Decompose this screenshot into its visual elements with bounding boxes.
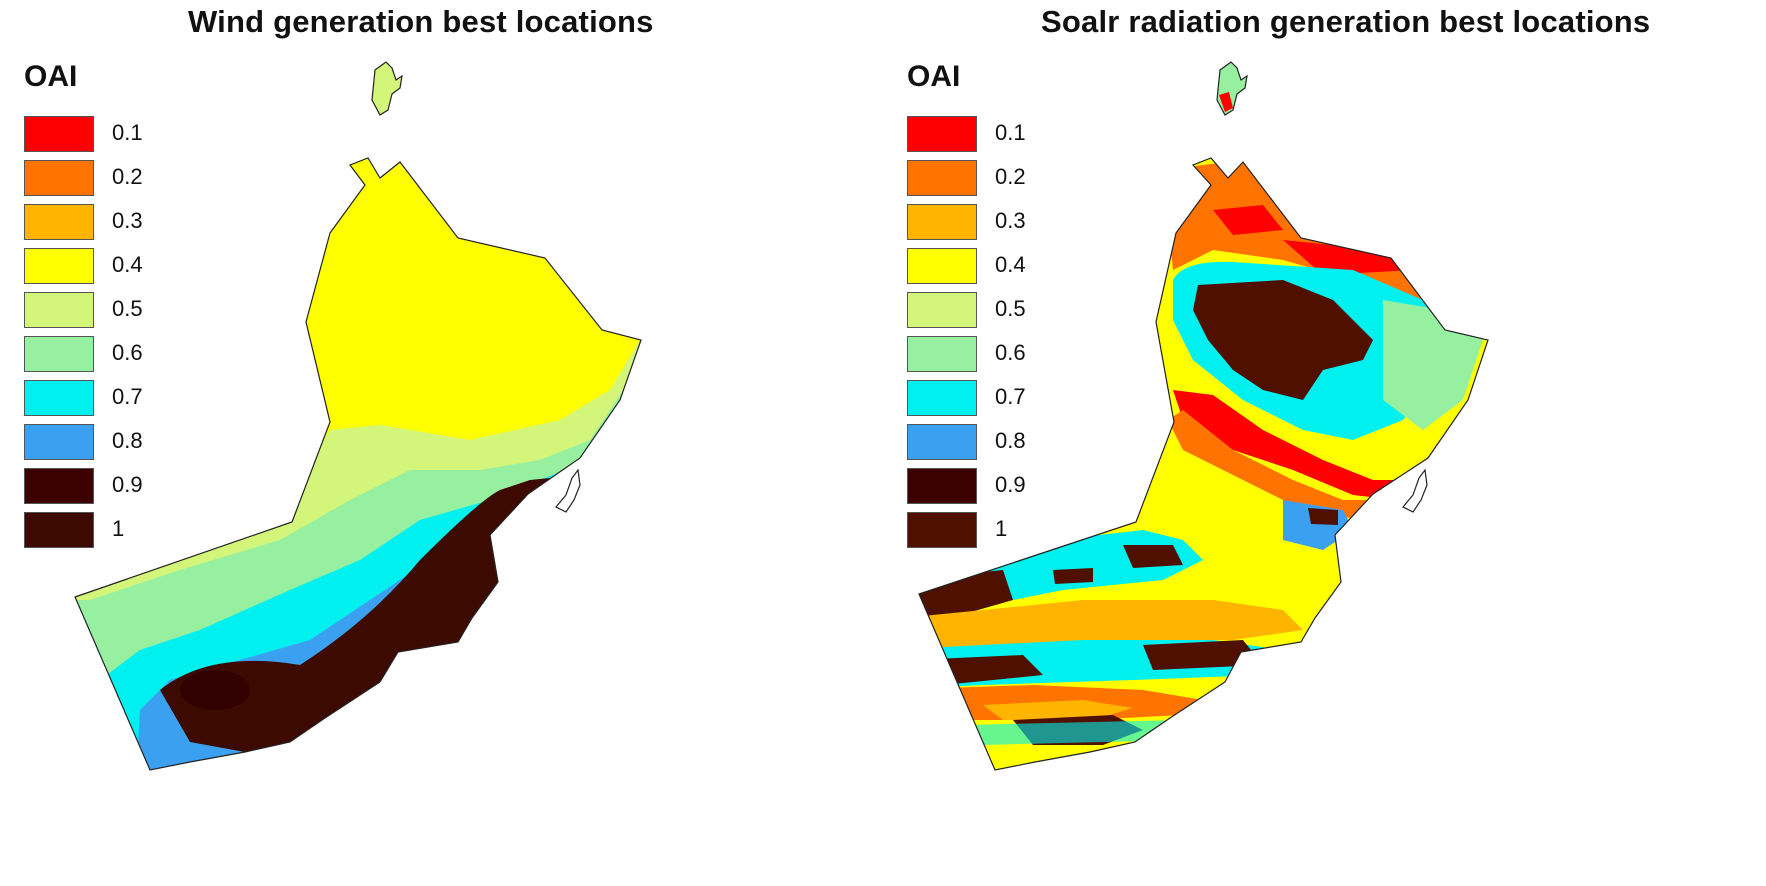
legend-swatch	[907, 468, 977, 504]
legend-item: 0.4	[24, 248, 224, 292]
legend-label: 0.7	[112, 384, 143, 409]
legend-label: 0.3	[112, 208, 143, 233]
legend-item: 0.9	[24, 468, 224, 512]
legend-swatch	[907, 248, 977, 284]
legend-item: 0.2	[907, 160, 1107, 204]
legend-swatch	[24, 204, 94, 240]
map-title: Soalr radiation generation best location…	[1041, 4, 1651, 39]
legend-item: 0.1	[24, 116, 224, 160]
legend-item: 0.1	[907, 116, 1107, 160]
legend-title: OAI	[907, 60, 961, 93]
legend: 0.1 0.2 0.3 0.4 0.5 0.6 0.7 0.8 0.9 1	[24, 116, 224, 556]
wind-map-panel: Wind generation best locations OAI 0.1 0…	[24, 4, 654, 771]
legend-title: OAI	[24, 60, 78, 93]
legend-swatch	[24, 160, 94, 196]
legend-label: 1	[995, 516, 1008, 541]
legend-swatch	[24, 336, 94, 372]
legend-swatch	[24, 468, 94, 504]
legend-swatch	[24, 512, 94, 548]
legend-label: 0.2	[112, 164, 143, 189]
legend-swatch	[907, 424, 977, 460]
legend-item: 0.8	[907, 424, 1107, 468]
legend-item: 0.3	[24, 204, 224, 248]
legend-swatch	[24, 380, 94, 416]
legend-item: 0.6	[24, 336, 224, 380]
legend-swatch	[907, 160, 977, 196]
legend-item: 0.3	[907, 204, 1107, 248]
legend-swatch	[907, 116, 977, 152]
map-title: Wind generation best locations	[188, 4, 654, 39]
legend-item: 0.8	[24, 424, 224, 468]
legend-label: 0.4	[995, 252, 1026, 277]
legend-swatch	[907, 292, 977, 328]
legend-item: 0.4	[907, 248, 1107, 292]
legend-label: 0.9	[995, 472, 1026, 497]
legend-swatch	[24, 248, 94, 284]
legend-label: 0.5	[112, 296, 143, 321]
legend-swatch	[907, 204, 977, 240]
legend-item: 0.6	[907, 336, 1107, 380]
legend-item: 0.5	[907, 292, 1107, 336]
legend-swatch	[907, 380, 977, 416]
legend-item: 0.9	[907, 468, 1107, 512]
legend-item: 0.7	[24, 380, 224, 424]
legend-item: 0.2	[24, 160, 224, 204]
legend-item: 0.7	[907, 380, 1107, 424]
legend-label: 0.1	[112, 120, 143, 145]
legend-label: 0.7	[995, 384, 1026, 409]
legend-label: 0.6	[112, 340, 143, 365]
legend-swatch	[907, 512, 977, 548]
legend-item: 1	[907, 512, 1107, 556]
solar-map-panel: Soalr radiation generation best location…	[883, 0, 1766, 886]
legend-label: 1	[112, 516, 125, 541]
legend-label: 0.3	[995, 208, 1026, 233]
legend-label: 0.9	[112, 472, 143, 497]
legend-swatch	[24, 116, 94, 152]
legend-item: 0.5	[24, 292, 224, 336]
legend-item: 1	[24, 512, 224, 556]
legend-label: 0.4	[112, 252, 143, 277]
legend-swatch	[24, 424, 94, 460]
legend-label: 0.8	[112, 428, 143, 453]
legend-label: 0.5	[995, 296, 1026, 321]
wind-oman-map	[74, 61, 642, 771]
legend-label: 0.6	[995, 340, 1026, 365]
legend-swatch	[24, 292, 94, 328]
legend-swatch	[907, 336, 977, 372]
solar-oman-map	[918, 61, 1489, 771]
legend: 0.1 0.2 0.3 0.4 0.5 0.6 0.7 0.8 0.9 1	[907, 116, 1107, 556]
legend-label: 0.8	[995, 428, 1026, 453]
legend-label: 0.2	[995, 164, 1026, 189]
legend-label: 0.1	[995, 120, 1026, 145]
